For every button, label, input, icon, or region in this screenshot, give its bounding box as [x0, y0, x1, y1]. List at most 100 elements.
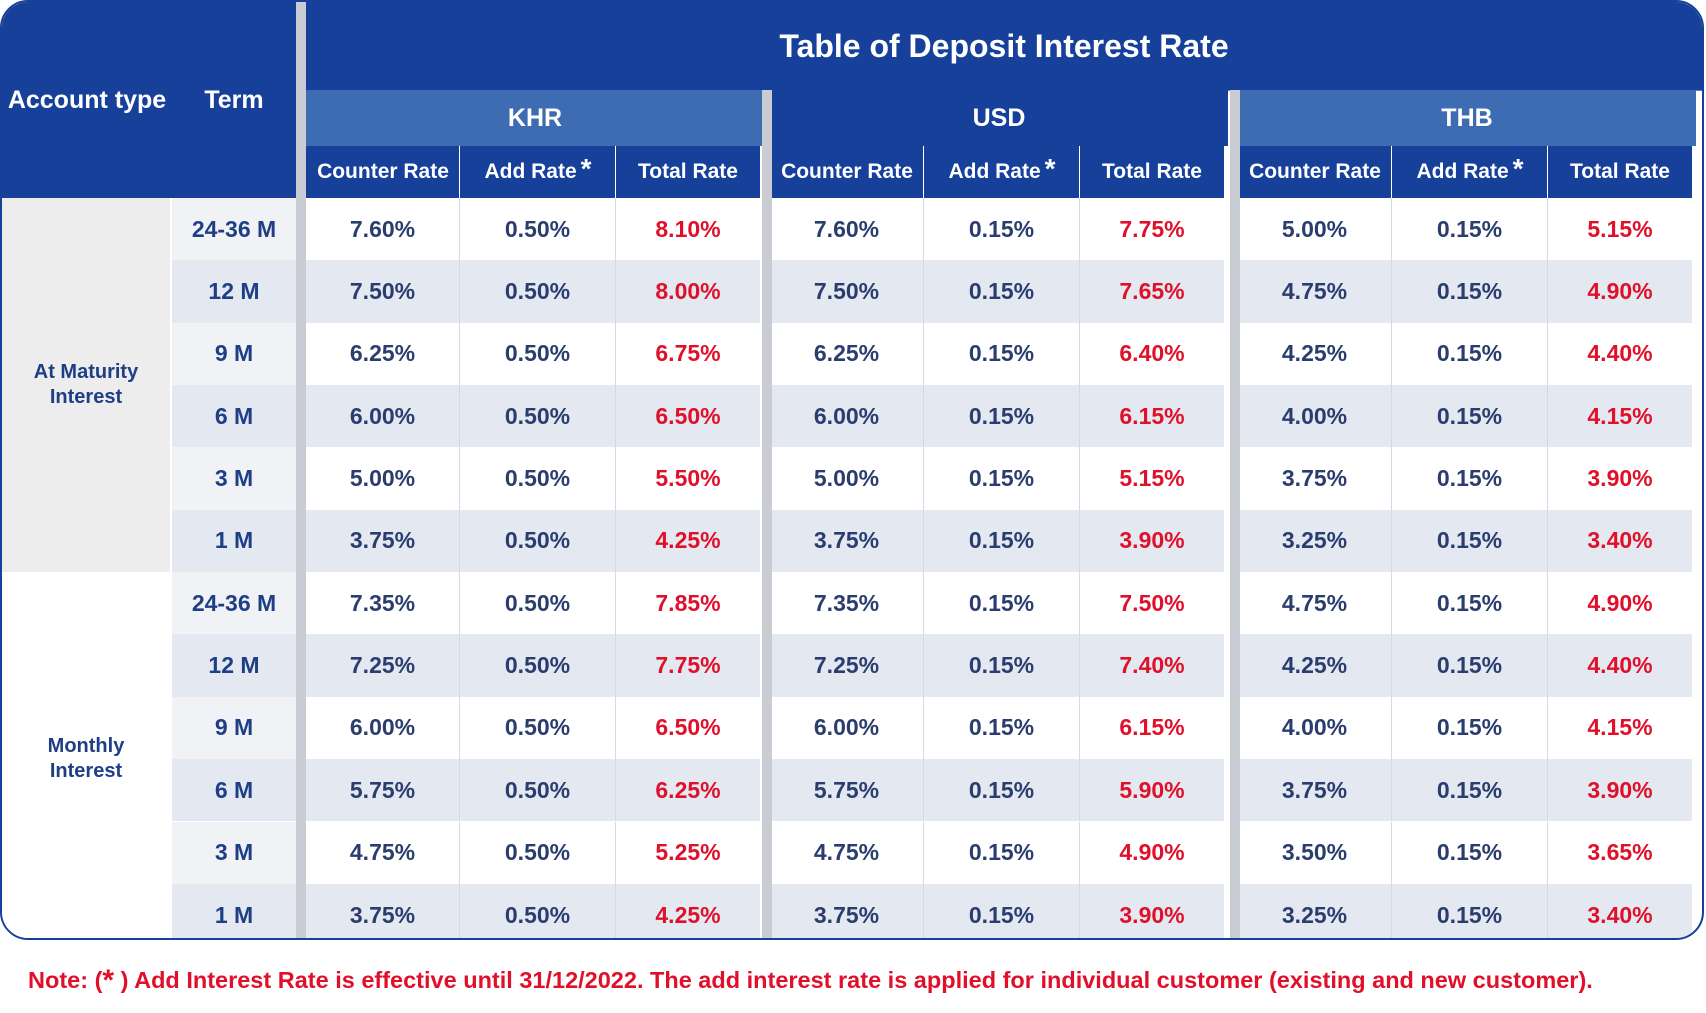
subheader-label: Total Rate	[638, 160, 738, 183]
counter-rate-cell: 7.50%	[306, 260, 460, 323]
counter-rate-cell: 7.35%	[306, 572, 460, 635]
add-rate-cell: 0.15%	[1392, 509, 1548, 573]
add-rate-cell: 0.15%	[924, 322, 1080, 386]
total-rate-cell: 5.15%	[1080, 447, 1224, 510]
counter-rate-cell: 6.00%	[306, 385, 460, 448]
counter-rate-cell: 4.00%	[1238, 696, 1392, 760]
total-rate-cell: 4.90%	[1080, 821, 1224, 884]
subheader-counter-rate-thb: Counter Rate	[1238, 146, 1392, 198]
subheader-add-rate-thb: Add Rate *	[1392, 146, 1548, 198]
account-type-cell: At Maturity Interest	[2, 198, 170, 573]
counter-rate-cell: 3.75%	[1238, 447, 1392, 510]
counter-rate-cell: 6.00%	[770, 696, 924, 760]
add-rate-cell: 0.50%	[460, 821, 616, 884]
term-cell: 6 M	[172, 759, 296, 822]
total-rate-cell: 8.00%	[616, 260, 760, 323]
add-rate-cell: 0.50%	[460, 509, 616, 573]
subheader-total-rate-usd: Total Rate	[1080, 146, 1224, 198]
account-type-cell: Monthly Interest	[2, 572, 170, 938]
total-rate-cell: 3.65%	[1548, 821, 1692, 884]
add-rate-cell: 0.50%	[460, 322, 616, 386]
subheader-counter-rate-khr: Counter Rate	[306, 146, 460, 198]
counter-rate-cell: 6.25%	[306, 322, 460, 386]
total-rate-cell: 5.15%	[1548, 198, 1692, 261]
add-rate-cell: 0.15%	[924, 883, 1080, 938]
total-rate-cell: 4.15%	[1548, 385, 1692, 448]
total-rate-cell: 3.90%	[1080, 509, 1224, 573]
counter-rate-cell: 5.00%	[306, 447, 460, 510]
counter-rate-cell: 7.35%	[770, 572, 924, 635]
account-type-header: Account type	[2, 2, 172, 198]
subheader-counter-rate-usd: Counter Rate	[770, 146, 924, 198]
counter-rate-cell: 3.75%	[1238, 759, 1392, 822]
counter-rate-cell: 4.75%	[1238, 260, 1392, 323]
add-rate-cell: 0.50%	[460, 385, 616, 448]
counter-rate-cell: 3.75%	[306, 883, 460, 938]
footnote: Note: (* ) Add Interest Rate is effectiv…	[28, 962, 1593, 997]
total-rate-cell: 4.40%	[1548, 322, 1692, 386]
counter-rate-cell: 3.75%	[770, 883, 924, 938]
counter-rate-cell: 4.75%	[306, 821, 460, 884]
footnote-text: ) Add Interest Rate is effective until 3…	[114, 967, 1593, 993]
total-rate-cell: 3.40%	[1548, 883, 1692, 938]
add-rate-cell: 0.50%	[460, 447, 616, 510]
counter-rate-cell: 5.75%	[306, 759, 460, 822]
total-rate-cell: 6.15%	[1080, 385, 1224, 448]
add-rate-cell: 0.15%	[924, 385, 1080, 448]
footnote-star: *	[102, 964, 115, 997]
currency-header-usd: USD	[770, 90, 1228, 146]
term-cell: 9 M	[172, 322, 296, 386]
subheader-total-rate-khr: Total Rate	[616, 146, 760, 198]
asterisk-icon: *	[1044, 153, 1056, 184]
counter-rate-cell: 3.25%	[1238, 509, 1392, 573]
add-rate-cell: 0.15%	[1392, 260, 1548, 323]
counter-rate-cell: 3.75%	[770, 509, 924, 573]
counter-rate-cell: 7.25%	[770, 634, 924, 697]
add-rate-cell: 0.15%	[1392, 883, 1548, 938]
counter-rate-cell: 4.25%	[1238, 634, 1392, 697]
counter-rate-cell: 7.50%	[770, 260, 924, 323]
counter-rate-cell: 3.75%	[306, 509, 460, 573]
add-rate-cell: 0.15%	[924, 447, 1080, 510]
subheader-label: Add Rate	[1416, 160, 1509, 183]
footnote-prefix: Note: (	[28, 967, 103, 993]
add-rate-cell: 0.15%	[1392, 322, 1548, 386]
total-rate-cell: 6.25%	[616, 759, 760, 822]
total-rate-cell: 7.85%	[616, 572, 760, 635]
counter-rate-cell: 6.25%	[770, 322, 924, 386]
currency-header-thb: THB	[1238, 90, 1696, 146]
total-rate-cell: 4.25%	[616, 883, 760, 938]
add-rate-cell: 0.15%	[924, 260, 1080, 323]
term-cell: 12 M	[172, 260, 296, 323]
counter-rate-cell: 5.00%	[1238, 198, 1392, 261]
counter-rate-cell: 6.00%	[770, 385, 924, 448]
add-rate-cell: 0.15%	[1392, 447, 1548, 510]
counter-rate-cell: 3.25%	[1238, 883, 1392, 938]
add-rate-cell: 0.15%	[1392, 634, 1548, 697]
subheader-total-rate-thb: Total Rate	[1548, 146, 1692, 198]
total-rate-cell: 3.90%	[1548, 447, 1692, 510]
add-rate-cell: 0.15%	[1392, 385, 1548, 448]
total-rate-cell: 7.75%	[616, 634, 760, 697]
subheader-add-rate-khr: Add Rate *	[460, 146, 616, 198]
term-cell: 9 M	[172, 696, 296, 760]
add-rate-cell: 0.15%	[1392, 696, 1548, 760]
total-rate-cell: 6.50%	[616, 696, 760, 760]
currency-header-khr: KHR	[306, 90, 764, 146]
total-rate-cell: 6.50%	[616, 385, 760, 448]
subheader-label: Add Rate	[484, 160, 577, 183]
add-rate-cell: 0.50%	[460, 260, 616, 323]
header-group-separator	[762, 90, 772, 198]
counter-rate-cell: 4.75%	[770, 821, 924, 884]
total-rate-cell: 4.15%	[1548, 696, 1692, 760]
add-rate-cell: 0.15%	[924, 509, 1080, 573]
counter-rate-cell: 7.25%	[306, 634, 460, 697]
subheader-label: Counter Rate	[317, 160, 449, 183]
term-cell: 1 M	[172, 509, 296, 573]
add-rate-cell: 0.50%	[460, 572, 616, 635]
total-rate-cell: 4.40%	[1548, 634, 1692, 697]
total-rate-cell: 3.90%	[1080, 883, 1224, 938]
subheader-label: Add Rate	[948, 160, 1041, 183]
total-rate-cell: 7.40%	[1080, 634, 1224, 697]
add-rate-cell: 0.15%	[924, 198, 1080, 261]
